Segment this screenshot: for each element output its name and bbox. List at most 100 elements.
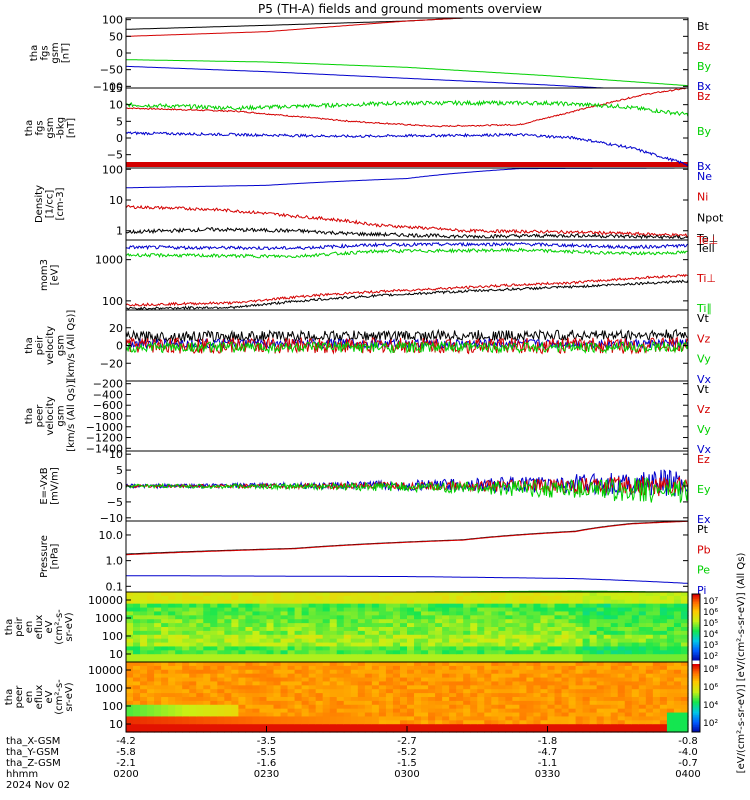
y-tick-label: 0 bbox=[116, 47, 123, 60]
legend-Ey: Ey bbox=[697, 483, 711, 496]
panel-peer_vel: −200−400−600−800−1000−1200−1400 thapeerve… bbox=[24, 378, 712, 456]
colorbar-tick: 10⁴ bbox=[703, 630, 718, 640]
y-axis-label: thapeirenefluxeV(cm²-s-sr-eV) bbox=[4, 609, 75, 645]
date-label: 2024 Nov 02 bbox=[6, 780, 70, 791]
legend-Ti⊥: Ti⊥ bbox=[696, 272, 716, 285]
colorbar-tick: 10⁴ bbox=[703, 701, 718, 711]
y-tick-label: −200 bbox=[93, 378, 123, 391]
y-tick-label: 0 bbox=[116, 132, 123, 145]
panel-frame bbox=[125, 87, 689, 169]
legend-Bt: Bt bbox=[697, 20, 710, 33]
spectrogram-peer_spec: 10000 1000 100 10 thapeerenefluxeV(cm²-s-sr-… bbox=[4, 661, 689, 733]
y-tick-label: 10 bbox=[109, 448, 123, 461]
panel-peir_vel: 20 0 −20 thapeirvelocitygsm[km/s (All Qs)] V… bbox=[24, 309, 712, 386]
legend-Ex: Ex bbox=[697, 513, 711, 526]
y-axis-label: thapeerenefluxeV(cm²-s-sr-eV) bbox=[4, 679, 75, 715]
series-Pi bbox=[126, 575, 689, 584]
legend-Pt: Pt bbox=[697, 523, 709, 536]
legend-Bz: Bz bbox=[697, 40, 711, 53]
y-tick-label: −5 bbox=[107, 496, 123, 509]
y-tick-label: 100 bbox=[102, 163, 123, 176]
ephemeris-value: -4.7 bbox=[538, 747, 558, 758]
legend-top: Te⊥ bbox=[696, 234, 718, 247]
legend-Vx: Vx bbox=[697, 443, 712, 456]
legend-Ez: Ez bbox=[697, 453, 710, 466]
legend-Bx: Bx bbox=[697, 80, 712, 93]
series-Pb bbox=[126, 520, 689, 556]
series-Tell bbox=[125, 273, 689, 307]
legend-Pe: Pe bbox=[697, 564, 710, 577]
legend-Bx: Bx bbox=[697, 160, 712, 173]
y-tick-label: 10.0 bbox=[99, 529, 124, 542]
ephemeris-value: 0400 bbox=[675, 769, 700, 780]
colorbar-tick: 10⁶ bbox=[703, 608, 718, 618]
series-Bx bbox=[125, 65, 688, 89]
y-tick-label: 100 bbox=[102, 700, 123, 713]
legend-Vt: Vt bbox=[697, 383, 710, 396]
ephemeris-label: tha_X-GSM bbox=[6, 736, 60, 747]
colorbar-label: [eV/(cm²-s-sr-eV)] [eV/(cm²-s-sr-eV)] (A… bbox=[736, 553, 747, 774]
y-tick-label: −600 bbox=[93, 399, 123, 412]
series-By bbox=[126, 59, 689, 87]
ephemeris-value: -3.5 bbox=[257, 736, 277, 747]
ephemeris-value: -0.8 bbox=[678, 736, 698, 747]
y-axis-label: thapeervelocitygsm[km/s (All Qs)] bbox=[24, 380, 77, 452]
y-tick-label: 1000 bbox=[95, 682, 123, 695]
ephemeris-value: -1.6 bbox=[257, 758, 277, 769]
y-tick-label: 1.0 bbox=[106, 555, 124, 568]
y-tick-label: 5 bbox=[116, 464, 123, 477]
y-tick-label: 1000 bbox=[95, 612, 123, 625]
legend-Vz: Vz bbox=[697, 403, 711, 416]
y-tick-label: −800 bbox=[93, 410, 123, 423]
series-Ti⊥ bbox=[125, 241, 689, 251]
legend-Ne: Ne bbox=[697, 170, 712, 183]
colorbar-tick: 10² bbox=[703, 719, 718, 729]
series-Npot bbox=[125, 226, 689, 241]
y-tick-label: −1200 bbox=[86, 432, 123, 445]
colorbar-tick: 10⁵ bbox=[703, 619, 718, 629]
ephemeris-value: -4.0 bbox=[678, 747, 698, 758]
ephemeris-value: 0230 bbox=[254, 769, 279, 780]
legend-Pb: Pb bbox=[697, 543, 711, 556]
series-Te bbox=[126, 279, 689, 311]
colorbar-tick: 10⁶ bbox=[703, 683, 718, 693]
panel-pressure: 10.0 1.0 0.1 Pressure[nPa] Pt Pb Pe Pi bbox=[39, 520, 711, 597]
ephemeris-label: tha_Y-GSM bbox=[6, 747, 59, 758]
y-tick-label: 100 bbox=[102, 295, 123, 308]
colorbar-tick: 10⁸ bbox=[703, 665, 718, 675]
panels: 100500−50−100thafgsgsm[nT]BtBzByBx151050… bbox=[4, 14, 724, 733]
panel-frame bbox=[125, 520, 689, 593]
y-tick-label: 10 bbox=[109, 194, 123, 207]
y-tick-label: 0 bbox=[116, 340, 123, 353]
legend-Te⊥: Te⊥ bbox=[696, 232, 718, 245]
reference-band bbox=[126, 162, 688, 167]
y-tick-label: 1 bbox=[116, 225, 123, 238]
y-tick-label: −400 bbox=[93, 388, 123, 401]
ephemeris-value: -1.5 bbox=[397, 758, 417, 769]
y-axis-label: thafgsgsm-bkg[nT] bbox=[24, 117, 77, 139]
colorbar-tick: 10² bbox=[703, 652, 718, 662]
series-Ti∥ bbox=[125, 247, 689, 259]
y-tick-label: 10 bbox=[109, 99, 123, 112]
legend-Tell: Tell bbox=[696, 242, 715, 255]
y-tick-label: 10000 bbox=[88, 594, 123, 607]
ephemeris-value: -1.8 bbox=[538, 736, 558, 747]
y-tick-label: 100 bbox=[102, 14, 123, 27]
ephemeris-label: tha_Z-GSM bbox=[6, 758, 61, 769]
y-tick-label: −5 bbox=[107, 149, 123, 162]
colorbar-tick: 10⁷ bbox=[703, 597, 718, 607]
panel-temp: 1000 100 mom3[eV] Tell Ti⊥ Ti∥ Te⊥ bbox=[39, 234, 718, 315]
y-axis-label: mom3[eV] bbox=[39, 259, 61, 291]
y-tick-label: 10 bbox=[109, 648, 123, 661]
panel-fgs_gsm: 100 50 0 −50 −100 thafgsgsm[nT] Bt Bz By Bx bbox=[29, 14, 712, 94]
legend-By: By bbox=[697, 60, 712, 73]
series-Bt bbox=[126, 17, 688, 30]
y-tick-label: 1000 bbox=[95, 254, 123, 267]
panel-fgs_dsl: 15 10 5 0 −5 thafgsgsm-bkg[nT] Bz By Bx bbox=[24, 82, 712, 173]
series-Bz bbox=[126, 87, 688, 128]
legend-Ti∥: Ti∥ bbox=[696, 302, 712, 315]
ephemeris-label: hhmm bbox=[6, 769, 38, 780]
legend-Bz: Bz bbox=[697, 90, 711, 103]
legend-By: By bbox=[697, 125, 712, 138]
y-tick-label: 100 bbox=[102, 630, 123, 643]
